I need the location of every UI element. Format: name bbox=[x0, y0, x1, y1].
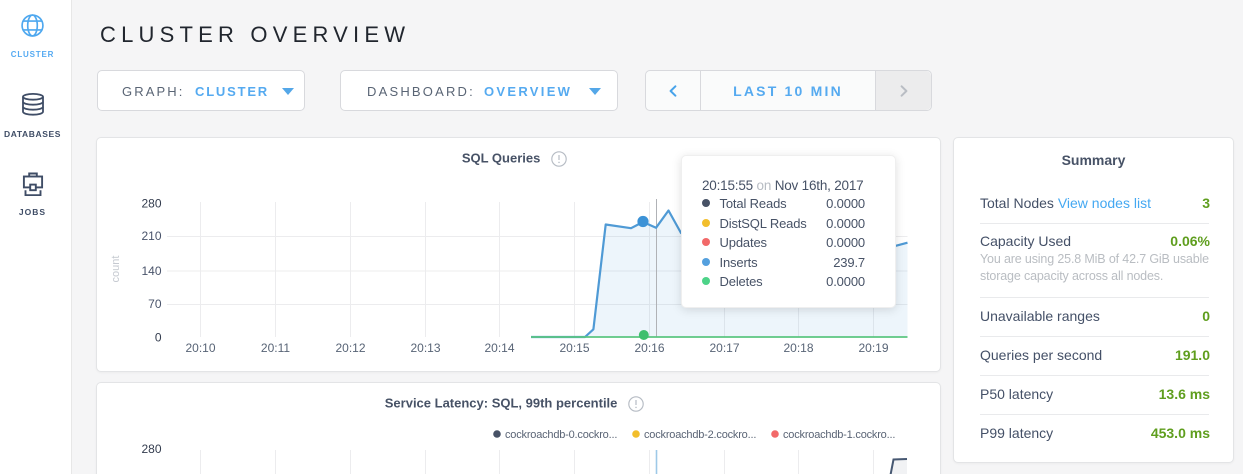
svg-text:20:10: 20:10 bbox=[185, 341, 215, 355]
svg-text:20:12: 20:12 bbox=[335, 341, 365, 355]
svg-text:20:19: 20:19 bbox=[858, 341, 888, 355]
svg-text:20:15: 20:15 bbox=[559, 341, 589, 355]
svg-text:20:18: 20:18 bbox=[783, 341, 813, 355]
svg-text:280: 280 bbox=[141, 196, 161, 210]
svg-text:70: 70 bbox=[148, 297, 162, 311]
svg-text:280: 280 bbox=[141, 442, 161, 456]
svg-text:cockroachdb-2.cockro...: cockroachdb-2.cockro... bbox=[644, 429, 756, 441]
svg-text:20:16: 20:16 bbox=[634, 341, 664, 355]
svg-text:20:13: 20:13 bbox=[410, 341, 440, 355]
svg-text:140: 140 bbox=[141, 264, 161, 278]
svg-text:cockroachdb-1.cockro...: cockroachdb-1.cockro... bbox=[783, 429, 895, 441]
svg-text:20:11: 20:11 bbox=[261, 341, 290, 355]
svg-text:20:17: 20:17 bbox=[709, 341, 739, 355]
svg-text:0: 0 bbox=[155, 330, 162, 344]
svg-text:20:14: 20:14 bbox=[484, 341, 514, 355]
svg-text:cockroachdb-0.cockro...: cockroachdb-0.cockro... bbox=[505, 429, 617, 441]
svg-text:210: 210 bbox=[141, 229, 161, 243]
svg-text:count: count bbox=[110, 256, 122, 283]
